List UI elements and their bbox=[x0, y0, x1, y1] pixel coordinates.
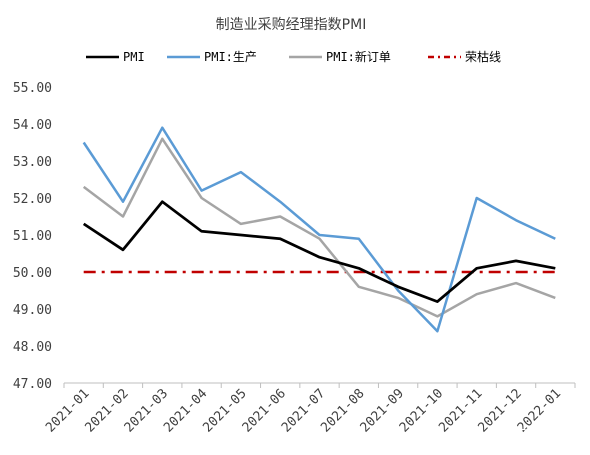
y-tick-label: 54.00 bbox=[13, 118, 52, 133]
y-axis: 47.00 48.00 49.00 50.00 51.00 52.00 53.00 54.00… bbox=[13, 81, 52, 392]
series-line-0 bbox=[82, 200, 556, 303]
y-tick-label: 53.00 bbox=[13, 155, 52, 170]
y-tick-label: 52.00 bbox=[13, 192, 52, 207]
series-lines bbox=[82, 126, 556, 333]
legend-label-1: PMI:生产 bbox=[204, 50, 257, 64]
y-tick-label: 55.00 bbox=[13, 81, 52, 96]
legend-label-2: PMI:新订单 bbox=[326, 49, 391, 64]
legend-label-0: PMI bbox=[123, 50, 145, 64]
watermark: 头条 @观察钢市 bbox=[474, 427, 576, 444]
chart-title: 制造业采购经理指数PMI bbox=[216, 17, 367, 33]
series-line-2 bbox=[82, 137, 556, 318]
y-tick-label: 51.00 bbox=[13, 229, 52, 244]
legend: PMI PMI:生产 PMI:新订单 荣枯线 bbox=[86, 49, 501, 64]
y-tick-label: 49.00 bbox=[13, 303, 52, 318]
legend-label-3: 荣枯线 bbox=[465, 49, 501, 64]
series-line-1 bbox=[82, 126, 556, 333]
y-tick-label: 48.00 bbox=[13, 340, 52, 355]
watermark-text: 头条 @观察钢市 bbox=[474, 427, 576, 444]
y-tick-label: 47.00 bbox=[13, 377, 52, 392]
y-tick-label: 50.00 bbox=[13, 266, 52, 281]
